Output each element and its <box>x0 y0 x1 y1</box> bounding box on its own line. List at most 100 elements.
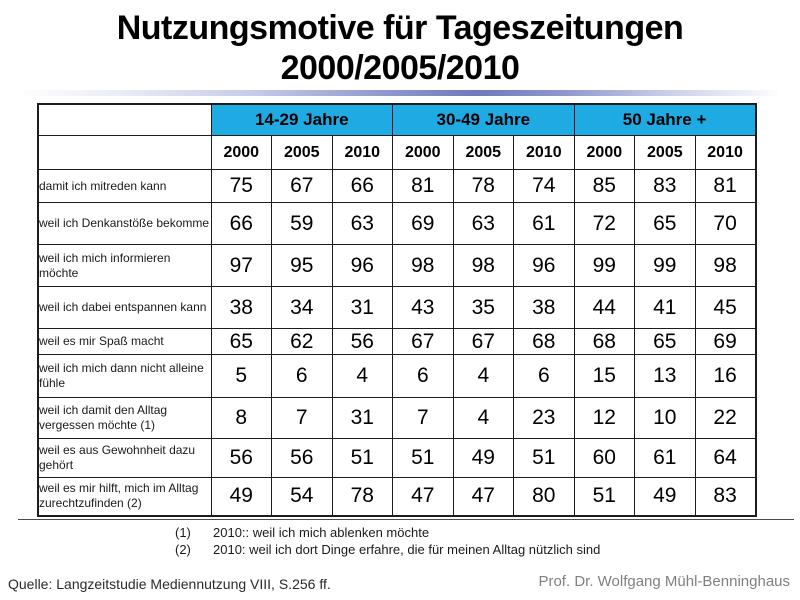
value-cell: 49 <box>210 477 272 516</box>
value-cell: 65 <box>210 328 272 355</box>
value-cell: 5 <box>210 354 272 398</box>
value-cell: 66 <box>210 202 272 245</box>
value-cell: 78 <box>331 477 394 516</box>
value-cell: 51 <box>573 477 636 516</box>
value-cell: 72 <box>573 202 636 245</box>
value-cell: 83 <box>634 169 696 203</box>
value-cell: 69 <box>392 202 454 245</box>
value-cell: 96 <box>331 244 394 287</box>
row-label: weil es aus Gewohnheit dazu gehört <box>37 438 212 478</box>
value-cell: 47 <box>392 477 454 516</box>
value-cell: 15 <box>573 354 636 398</box>
value-cell: 65 <box>634 328 696 355</box>
value-cell: 49 <box>634 477 696 516</box>
source-note: Quelle: Langzeitstudie Mediennutzung VII… <box>8 576 331 592</box>
age-group-header: 14-29 Jahre <box>210 103 394 136</box>
value-cell: 61 <box>634 438 696 478</box>
value-cell: 4 <box>452 354 515 398</box>
value-cell: 31 <box>331 286 394 329</box>
year-header: 2005 <box>271 135 333 170</box>
age-group-header: 50 Jahre + <box>573 103 757 136</box>
page-title-line1: Nutzungsmotive für Tageszeitungen <box>116 9 684 47</box>
value-cell: 65 <box>634 202 696 245</box>
table-row: damit ich mitreden kann 75 67 66 81 78 74 85 83 8… <box>37 169 757 203</box>
value-cell: 67 <box>271 169 333 203</box>
value-cell: 97 <box>210 244 272 287</box>
value-cell: 78 <box>452 169 515 203</box>
footnotes: (1) 2010:: weil ich mich ablenken möchte(… <box>175 524 600 558</box>
value-cell: 38 <box>513 286 575 329</box>
value-cell: 4 <box>331 354 394 398</box>
table-row: weil es mir Spaß macht 65 62 56 67 67 68 68 65 69 <box>37 328 757 355</box>
value-cell: 31 <box>331 397 394 439</box>
value-cell: 38 <box>210 286 272 329</box>
table-row: weil es mir hilft, mich im Alltag zurech… <box>37 477 757 516</box>
value-cell: 68 <box>513 328 575 355</box>
row-label: weil ich Denkanstöße bekomme <box>37 202 212 245</box>
value-cell: 56 <box>210 438 272 478</box>
value-cell: 66 <box>331 169 394 203</box>
value-cell: 4 <box>452 397 515 439</box>
footnote-text: 2010:: weil ich mich ablenken möchte <box>213 525 430 540</box>
year-header: 2000 <box>392 135 454 170</box>
value-cell: 47 <box>452 477 515 516</box>
value-cell: 81 <box>392 169 454 203</box>
table-row: weil ich dabei entspannen kann 38 34 31 43 35… <box>37 286 757 329</box>
value-cell: 6 <box>513 354 575 398</box>
value-cell: 85 <box>573 169 636 203</box>
year-header: 2010 <box>694 135 757 170</box>
value-cell: 13 <box>634 354 696 398</box>
value-cell: 98 <box>392 244 454 287</box>
value-cell: 10 <box>634 397 696 439</box>
table-row: weil ich mich informieren möchte 97 95 96 98… <box>37 244 757 287</box>
value-cell: 67 <box>392 328 454 355</box>
value-cell: 59 <box>271 202 333 245</box>
age-group-row: 14-29 Jahre 30-49 Jahre 50 Jahre + <box>37 103 757 136</box>
value-cell: 49 <box>452 438 515 478</box>
footnote-marker: (2) <box>175 542 191 558</box>
value-cell: 16 <box>694 354 757 398</box>
value-cell: 7 <box>392 397 454 439</box>
corner-cell <box>37 103 212 136</box>
value-cell: 99 <box>634 244 696 287</box>
year-header: 2005 <box>634 135 696 170</box>
value-cell: 34 <box>271 286 333 329</box>
row-label: weil es mir Spaß macht <box>37 328 212 355</box>
value-cell: 43 <box>392 286 454 329</box>
row-label: damit ich mitreden kann <box>37 169 212 203</box>
value-cell: 44 <box>573 286 636 329</box>
value-cell: 61 <box>513 202 575 245</box>
table-row: weil ich Denkanstöße bekomme 66 59 63 69 63 61… <box>37 202 757 245</box>
row-label: weil ich mich dann nicht alleine fühle <box>37 354 212 398</box>
author-credit: Prof. Dr. Wolfgang Mühl-Benninghaus <box>538 573 790 590</box>
table-row: weil ich mich dann nicht alleine fühle 5 6… <box>37 354 757 398</box>
value-cell: 83 <box>694 477 757 516</box>
value-cell: 98 <box>452 244 515 287</box>
value-cell: 51 <box>331 438 394 478</box>
value-cell: 7 <box>271 397 333 439</box>
value-cell: 63 <box>331 202 394 245</box>
year-header: 2005 <box>452 135 515 170</box>
value-cell: 60 <box>573 438 636 478</box>
value-cell: 98 <box>694 244 757 287</box>
value-cell: 63 <box>452 202 515 245</box>
value-cell: 23 <box>513 397 575 439</box>
value-cell: 12 <box>573 397 636 439</box>
value-cell: 41 <box>634 286 696 329</box>
value-cell: 56 <box>331 328 394 355</box>
value-cell: 6 <box>271 354 333 398</box>
table-row: weil es aus Gewohnheit dazu gehört 56 56 51… <box>37 438 757 478</box>
footnote-marker: (1) <box>175 525 191 540</box>
year-header: 2000 <box>573 135 636 170</box>
value-cell: 74 <box>513 169 575 203</box>
value-cell: 62 <box>271 328 333 355</box>
footnote-line: (1) 2010:: weil ich mich ablenken möchte <box>175 524 600 541</box>
value-cell: 96 <box>513 244 575 287</box>
value-cell: 35 <box>452 286 515 329</box>
year-header: 2010 <box>513 135 575 170</box>
value-cell: 68 <box>573 328 636 355</box>
value-cell: 64 <box>694 438 757 478</box>
value-cell: 95 <box>271 244 333 287</box>
row-label: weil ich damit den Alltag vergessen möch… <box>37 397 212 439</box>
value-cell: 8 <box>210 397 272 439</box>
